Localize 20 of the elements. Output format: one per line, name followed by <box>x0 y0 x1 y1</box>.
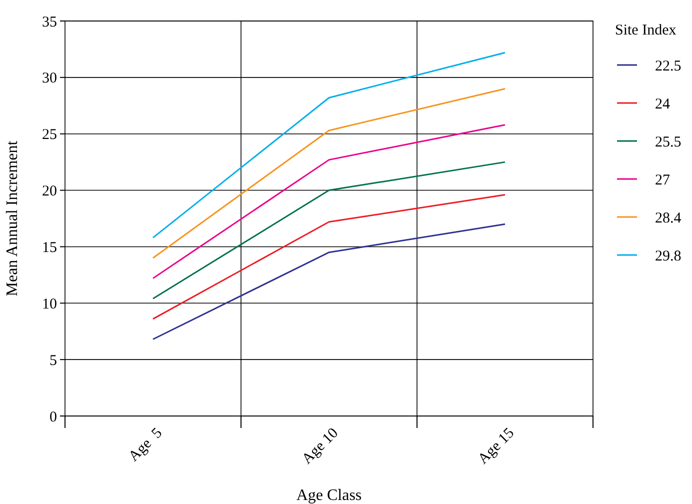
legend-label: 28.4 <box>655 210 682 226</box>
legend-label: 25.5 <box>655 134 682 150</box>
y-tick-label: 20 <box>42 184 57 200</box>
x-axis-title: Age Class <box>296 487 362 504</box>
x-tick-label: Age 10 <box>299 425 342 468</box>
y-tick-label: 10 <box>42 296 57 312</box>
legend-label: 24 <box>655 96 670 112</box>
y-tick-label: 0 <box>50 409 57 426</box>
y-axis-title: Mean Annual Increment <box>4 140 21 296</box>
x-tick-label: Age 5 <box>126 425 166 465</box>
y-tick-label: 35 <box>42 14 57 30</box>
x-tick-label: Age 15 <box>475 425 518 468</box>
legend-title: Site Index <box>615 22 677 38</box>
legend-label: 27 <box>655 172 670 188</box>
legend-label: 22.5 <box>655 58 682 74</box>
y-tick-label: 25 <box>42 127 57 144</box>
legend-label: 29.8 <box>655 248 682 264</box>
y-tick-label: 15 <box>42 240 57 256</box>
y-tick-label: 30 <box>42 70 57 87</box>
y-tick-label: 5 <box>50 352 57 369</box>
